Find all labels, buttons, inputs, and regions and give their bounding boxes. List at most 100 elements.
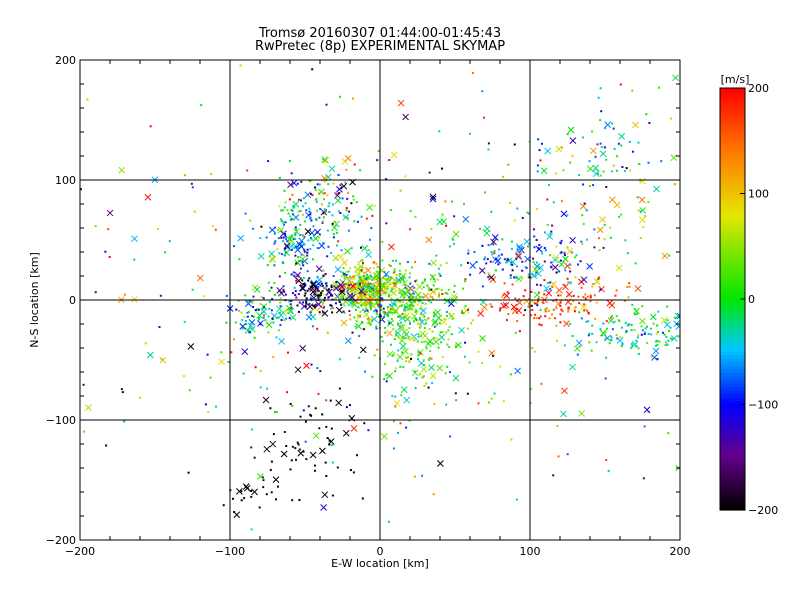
colorbar-segment (720, 443, 745, 447)
data-point (631, 329, 633, 331)
data-point (105, 445, 107, 447)
data-point (246, 170, 248, 172)
data-point (281, 220, 283, 222)
data-point (416, 377, 418, 379)
data-point (263, 314, 265, 316)
data-point (674, 183, 676, 185)
data-point (414, 280, 416, 282)
data-point (388, 521, 390, 523)
data-point (290, 403, 292, 405)
data-point-cross (421, 366, 427, 372)
data-point (655, 340, 657, 342)
data-point (333, 275, 335, 277)
data-point (245, 213, 247, 215)
colorbar-segment (720, 236, 745, 240)
data-point (620, 214, 622, 216)
data-point (212, 225, 214, 227)
data-point (109, 256, 111, 258)
colorbar-segment (720, 246, 745, 250)
data-point (409, 360, 411, 362)
data-point (668, 255, 670, 257)
data-point-cross (559, 261, 565, 267)
data-point (423, 316, 425, 318)
x-tick-label: −100 (215, 545, 245, 558)
data-point (646, 342, 648, 344)
data-point-cross (614, 202, 620, 208)
data-point (489, 303, 491, 305)
data-point (405, 269, 407, 271)
data-point (344, 275, 346, 277)
data-point (363, 272, 365, 274)
data-point (301, 254, 303, 256)
data-point (560, 260, 562, 262)
data-point (581, 317, 583, 319)
data-point (551, 266, 553, 268)
data-point (524, 309, 526, 311)
data-point (615, 295, 617, 297)
data-point-cross (415, 292, 421, 298)
data-point (415, 387, 417, 389)
data-point (644, 333, 646, 335)
data-point (433, 315, 435, 317)
data-point (449, 436, 451, 438)
data-point (413, 287, 415, 289)
data-point-cross (305, 192, 311, 198)
data-point (559, 305, 561, 307)
data-point (273, 282, 275, 284)
data-point (513, 276, 515, 278)
data-point (588, 334, 590, 336)
data-point (409, 228, 411, 230)
data-point (339, 96, 341, 98)
data-point-cross (343, 430, 349, 436)
data-point (314, 187, 316, 189)
data-point (362, 498, 364, 500)
data-point (574, 308, 576, 310)
data-point (423, 341, 425, 343)
data-point (316, 328, 318, 330)
data-point-cross (673, 75, 679, 81)
data-point (286, 240, 288, 242)
data-point (241, 499, 243, 501)
data-point (588, 341, 590, 343)
data-point (273, 264, 275, 266)
data-point (398, 335, 400, 337)
data-point (395, 367, 397, 369)
data-point (580, 241, 582, 243)
data-point (315, 407, 317, 409)
data-point (294, 238, 296, 240)
colorbar-segment (720, 155, 745, 159)
data-point (348, 284, 350, 286)
data-point (600, 175, 602, 177)
data-point (640, 210, 642, 212)
data-point (350, 469, 352, 471)
colorbar-segment (720, 264, 745, 268)
data-point-cross (197, 275, 203, 281)
data-point-cross (420, 308, 426, 314)
data-point (376, 271, 378, 273)
data-point (316, 219, 318, 221)
data-point (351, 289, 353, 291)
data-point (300, 416, 302, 418)
data-point (275, 498, 277, 500)
data-point (601, 146, 603, 148)
data-point (343, 290, 345, 292)
data-point (544, 261, 546, 263)
colorbar-segment (720, 267, 745, 271)
data-point (269, 407, 271, 409)
data-point (336, 245, 338, 247)
data-point (371, 215, 373, 217)
data-point (393, 288, 395, 290)
data-point (537, 164, 539, 166)
data-point (501, 238, 503, 240)
data-point (499, 310, 501, 312)
data-point (207, 411, 209, 413)
data-point (555, 246, 557, 248)
data-point (411, 266, 413, 268)
colorbar-segment (720, 113, 745, 117)
data-point (556, 340, 558, 342)
data-point (567, 309, 569, 311)
data-point (402, 313, 404, 315)
colorbar-segment (720, 436, 745, 440)
data-point (295, 227, 297, 229)
